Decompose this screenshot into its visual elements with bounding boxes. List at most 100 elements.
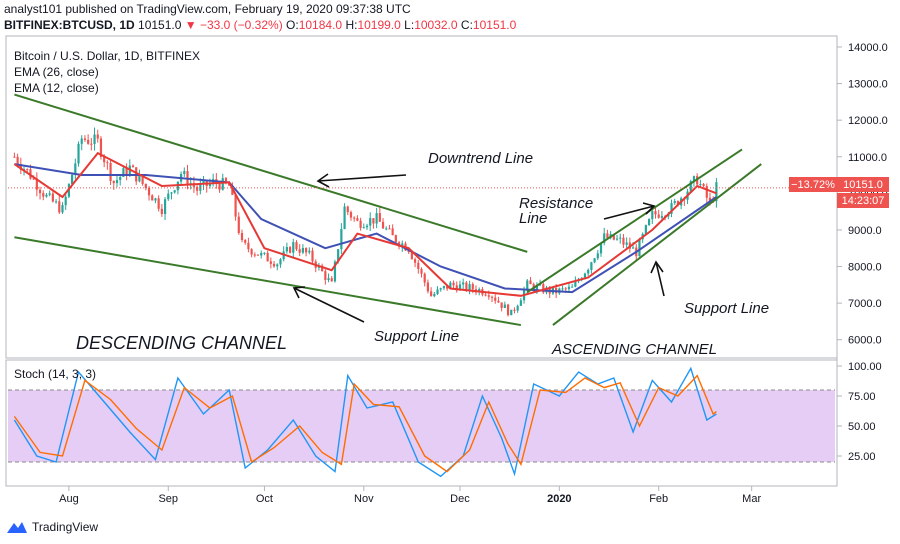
arrow-support-left: [293, 287, 365, 323]
arrow-support-right: [655, 261, 665, 297]
candle-body: [138, 175, 141, 182]
candle-body: [439, 288, 442, 290]
candle-body: [625, 242, 628, 245]
candle-body: [442, 286, 446, 289]
candle-body: [571, 286, 574, 288]
candle-body: [42, 193, 45, 197]
price-change: ▼ −33.0 (−0.32%): [184, 18, 283, 32]
open-value: 10184.0: [298, 18, 343, 32]
candle-body: [708, 197, 712, 202]
candle-body: [87, 139, 90, 144]
candle-body: [38, 189, 42, 194]
candle-body: [154, 198, 157, 201]
candle-body: [224, 178, 228, 183]
candle-body: [619, 237, 622, 239]
candle-body: [106, 162, 109, 164]
open-label: O:: [286, 18, 299, 32]
ema12-line: [13, 151, 717, 297]
candle-body: [458, 284, 462, 291]
candle-body: [96, 134, 99, 139]
stoch-line-k: [13, 366, 717, 478]
candle-body: [330, 278, 333, 282]
trendline-downtrend-resistance: [14, 93, 528, 253]
candle-body: [378, 213, 381, 222]
legend-ema26: EMA (26, close): [14, 65, 99, 79]
candle-body: [615, 238, 619, 240]
candle-body: [468, 284, 471, 291]
candle-body: [465, 282, 468, 291]
candle-body: [80, 138, 83, 144]
price-y-tick-label: 11000.0: [848, 152, 887, 164]
candle-body: [298, 249, 301, 253]
annotation-support-left: Support Line: [374, 328, 459, 345]
candle-body: [372, 218, 375, 224]
candle-body: [260, 252, 263, 256]
candle-body: [26, 168, 29, 170]
candle-body: [109, 163, 112, 181]
price-y-tick-label: 9000.0: [848, 225, 882, 237]
stoch-y-tick-label: 50.00: [848, 421, 876, 433]
countdown-badge-bg: [837, 193, 889, 208]
candle-body: [151, 195, 154, 201]
candle-body: [256, 254, 260, 256]
candle-body: [61, 205, 64, 213]
candle-body: [58, 201, 61, 213]
candle-body: [417, 262, 420, 270]
candle-body: [503, 304, 506, 308]
candle-body: [74, 163, 77, 175]
x-tick-label: Feb: [649, 493, 668, 505]
last-price: 10151.0: [138, 18, 182, 32]
stoch-line-d: [13, 374, 717, 473]
candle-body: [327, 278, 330, 281]
low-value: 10032.0: [414, 18, 458, 32]
candle-body: [446, 286, 449, 289]
candle-body: [131, 165, 135, 168]
candle-body: [119, 176, 122, 181]
candle-body: [51, 193, 54, 202]
arrow-resistance: [603, 205, 655, 220]
candle-body: [513, 309, 516, 311]
candle-body: [535, 285, 538, 291]
candle-body: [337, 249, 340, 262]
price-y-tick-label: 13000.0: [848, 79, 888, 91]
candle-body: [526, 280, 529, 291]
candle-body: [144, 183, 147, 189]
legend-ema12: EMA (12, close): [14, 81, 99, 95]
candle-body: [54, 201, 58, 203]
candle-body: [705, 186, 708, 198]
candle-body: [253, 254, 256, 256]
candle-body: [612, 234, 615, 240]
candle-body: [250, 249, 253, 255]
low-label: L:: [404, 18, 415, 32]
candle-body: [484, 294, 487, 296]
publisher-text: analyst101 published on TradingView.com,…: [4, 2, 411, 16]
candle-body: [77, 143, 80, 164]
x-tick-label: Nov: [354, 493, 374, 505]
candle-body: [519, 300, 522, 306]
candle-body: [593, 258, 596, 263]
candle-body: [651, 211, 654, 220]
candle-body: [381, 221, 385, 229]
arrow-support-left-head: [292, 286, 306, 299]
candle-body: [141, 175, 144, 184]
x-tick-label: Aug: [59, 493, 79, 505]
candle-body: [407, 250, 410, 253]
candle-body: [64, 196, 67, 206]
candle-body: [494, 297, 497, 301]
candle-body: [638, 239, 641, 257]
candle-body: [99, 138, 103, 157]
candle-body: [221, 178, 224, 190]
price-y-tick-label: 14000.0: [848, 42, 888, 54]
candle-body: [183, 171, 186, 175]
candle-body: [660, 216, 664, 218]
candle-body: [369, 218, 372, 226]
candle-body: [13, 156, 16, 158]
candle-body: [240, 233, 244, 241]
candle-body: [529, 280, 532, 285]
symbol: BITFINEX:BTCUSD, 1D: [4, 18, 135, 32]
candle-body: [670, 203, 673, 214]
close-label: C:: [460, 18, 473, 32]
candle-body: [45, 194, 48, 197]
pct-badge-bg: [789, 177, 837, 192]
